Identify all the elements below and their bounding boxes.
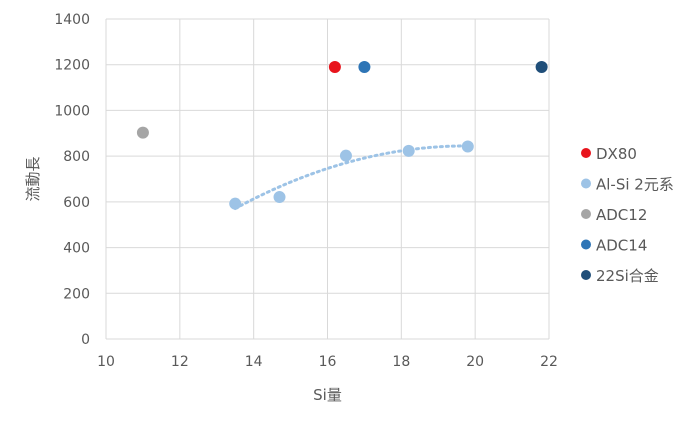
y-tick-label: 1000 (54, 103, 90, 119)
x-tick-label: 14 (245, 354, 263, 370)
x-tick-label: 10 (97, 354, 115, 370)
data-point (328, 61, 341, 73)
legend-label: 22Si合金 (596, 267, 659, 285)
x-tick-label: 18 (392, 354, 410, 370)
x-tick-label: 12 (171, 354, 189, 370)
x-tick-label: 20 (466, 354, 484, 370)
y-tick-label: 1400 (54, 12, 90, 28)
data-point (358, 61, 371, 73)
data-point (273, 191, 286, 204)
y-tick-label: 400 (63, 241, 90, 257)
legend-marker (581, 209, 591, 219)
grid (105, 18, 550, 340)
y-tick-label: 800 (63, 149, 90, 165)
legend-marker (581, 270, 591, 280)
legend-label: ADC12 (596, 206, 647, 224)
x-tick-label: 16 (319, 354, 337, 370)
y-tick-label: 200 (63, 286, 90, 302)
trendline-layer (233, 144, 470, 211)
legend-label: Al-Si 2元系 (596, 176, 674, 194)
y-axis-title: 流動長 (24, 156, 42, 201)
x-axis-title: Si量 (313, 386, 342, 404)
axes: 0 200 400 600 800 1000 1200 1400 10 12 14 16 18 20 22 S… (24, 12, 558, 404)
legend-marker (581, 239, 591, 250)
x-tick-label: 22 (540, 354, 558, 370)
data-point (136, 126, 149, 139)
data-point (402, 144, 415, 157)
legend-label: DX80 (596, 145, 637, 163)
legend: DX80 Al-Si 2元系 ADC12 ADC14 22Si合金 (581, 145, 674, 285)
y-tick-label: 1200 (54, 58, 90, 74)
data-point (535, 61, 548, 73)
data-point (229, 197, 242, 210)
trendline (233, 144, 470, 211)
y-tick-label: 600 (63, 195, 90, 211)
data-point (339, 149, 352, 162)
legend-marker (581, 178, 591, 189)
data-point (461, 140, 474, 153)
legend-marker (581, 148, 591, 158)
data-points (136, 61, 548, 210)
y-tick-label: 0 (81, 332, 90, 348)
legend-label: ADC14 (596, 237, 647, 255)
